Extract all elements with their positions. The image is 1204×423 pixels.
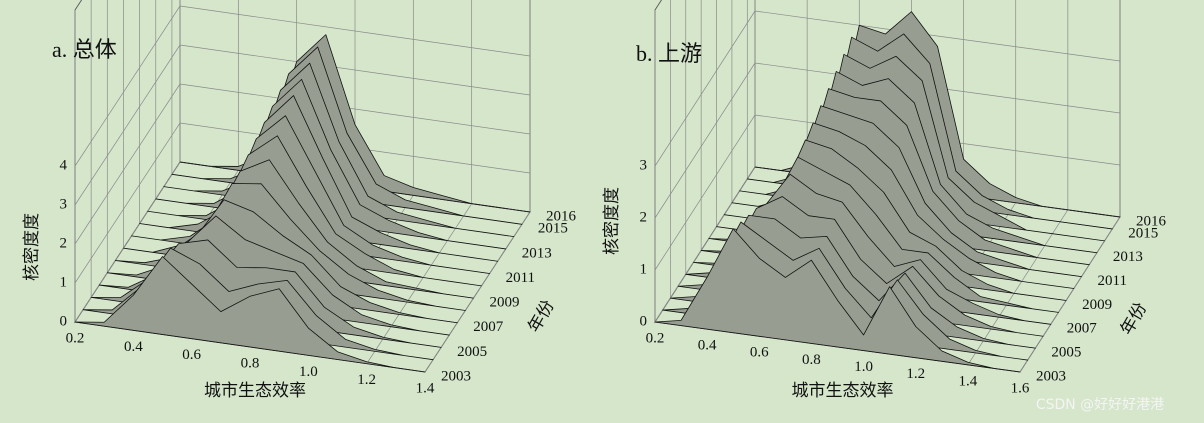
z-tick-label: 4 bbox=[60, 157, 68, 173]
z-tick-label: 1 bbox=[640, 261, 648, 277]
x-tick-label: 1.2 bbox=[906, 366, 925, 382]
z-grid-line bbox=[654, 114, 756, 271]
x-tick-label: 0.4 bbox=[124, 339, 143, 355]
y-tick-label: 2016 bbox=[1136, 213, 1167, 229]
z-grid-line bbox=[74, 122, 181, 284]
x-tick-label: 1.4 bbox=[416, 380, 435, 396]
x-grid-line bbox=[1019, 216, 1121, 373]
x-tick-label: 0.8 bbox=[802, 352, 821, 368]
x-tick-label: 1.4 bbox=[958, 373, 977, 389]
z-grid-line bbox=[74, 5, 181, 167]
x-tick-label: 1.6 bbox=[1011, 380, 1030, 396]
z-grid-line bbox=[74, 83, 181, 245]
z-tick-label: 0 bbox=[60, 313, 68, 329]
z-grid-line bbox=[179, 5, 531, 57]
z-tick-label: 2 bbox=[640, 209, 648, 225]
panel-title: b. 上游 bbox=[636, 41, 702, 66]
y-tick-label: 2005 bbox=[1051, 345, 1081, 361]
y-tick-label: 2011 bbox=[506, 270, 535, 286]
z-grid-line bbox=[74, 161, 181, 323]
z-grid-line bbox=[654, 10, 756, 167]
z-axis-title: 核密度度 bbox=[22, 213, 41, 281]
x-tick-label: 1.0 bbox=[854, 359, 873, 375]
y-tick-label: 2013 bbox=[1113, 249, 1143, 265]
z-grid-line bbox=[74, 44, 181, 206]
z-grid-line bbox=[654, 166, 756, 323]
x-axis-title: 城市生态效率 bbox=[792, 381, 894, 400]
watermark: CSDN @好好好港港 bbox=[1036, 397, 1164, 413]
z-grid-line bbox=[179, 44, 531, 96]
x-axis-title: 城市生态效率 bbox=[204, 381, 306, 400]
z-tick-label: 0 bbox=[640, 313, 648, 329]
density-ridge bbox=[654, 228, 1021, 373]
density-ridge bbox=[74, 256, 426, 373]
x-tick-label: 1.0 bbox=[299, 364, 318, 380]
y-tick-label: 2007 bbox=[473, 319, 504, 335]
y-tick-label: 2009 bbox=[489, 295, 519, 311]
z-axis-title: 核密度度 bbox=[602, 187, 621, 255]
z-tick-label: 3 bbox=[640, 157, 648, 173]
x-grid-line bbox=[424, 211, 531, 373]
y-tick-label: 2003 bbox=[1036, 368, 1066, 384]
z-tick-label: 1 bbox=[60, 274, 68, 290]
x-tick-label: 0.6 bbox=[750, 345, 769, 361]
y-tick-label: 2007 bbox=[1067, 321, 1098, 337]
y-tick-label: 2015 bbox=[1128, 225, 1158, 241]
y-tick-label: 2013 bbox=[522, 245, 552, 261]
x-tick-label: 0.2 bbox=[646, 330, 665, 346]
y-tick-label: 2005 bbox=[457, 344, 487, 360]
y-tick-label: 2009 bbox=[1082, 297, 1112, 313]
y-tick-label: 2003 bbox=[441, 368, 471, 384]
x-tick-label: 0.6 bbox=[182, 347, 201, 363]
x-tick-label: 1.2 bbox=[357, 372, 376, 388]
x-tick-label: 0.2 bbox=[66, 330, 85, 346]
x-tick-label: 0.4 bbox=[698, 338, 717, 354]
z-tick-label: 2 bbox=[60, 235, 68, 251]
z-grid-line bbox=[754, 10, 1121, 62]
panel-title: a. 总体 bbox=[52, 37, 117, 62]
y-tick-label: 2015 bbox=[538, 221, 568, 237]
y-tick-label: 2016 bbox=[546, 208, 577, 224]
z-grid-line bbox=[654, 62, 756, 219]
z-grid-line bbox=[179, 83, 531, 135]
x-tick-label: 0.8 bbox=[241, 355, 260, 371]
y-tick-label: 2011 bbox=[1098, 273, 1127, 289]
z-tick-label: 3 bbox=[60, 196, 68, 212]
